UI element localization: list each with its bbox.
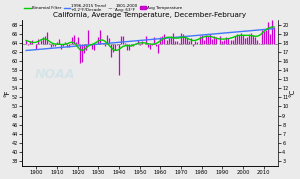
Text: NOAA: NOAA — [35, 68, 75, 81]
Y-axis label: °F: °F — [4, 89, 10, 97]
Y-axis label: °C: °C — [290, 89, 296, 97]
Legend: Binomial Filter, 1996-2015 Trend
+0.2°F/Decade, 1901-2000
Avg: 63°F, Avg Tempera: Binomial Filter, 1996-2015 Trend +0.2°F/… — [24, 3, 183, 13]
Title: California, Average Temperature, December-February: California, Average Temperature, Decembe… — [53, 12, 247, 18]
